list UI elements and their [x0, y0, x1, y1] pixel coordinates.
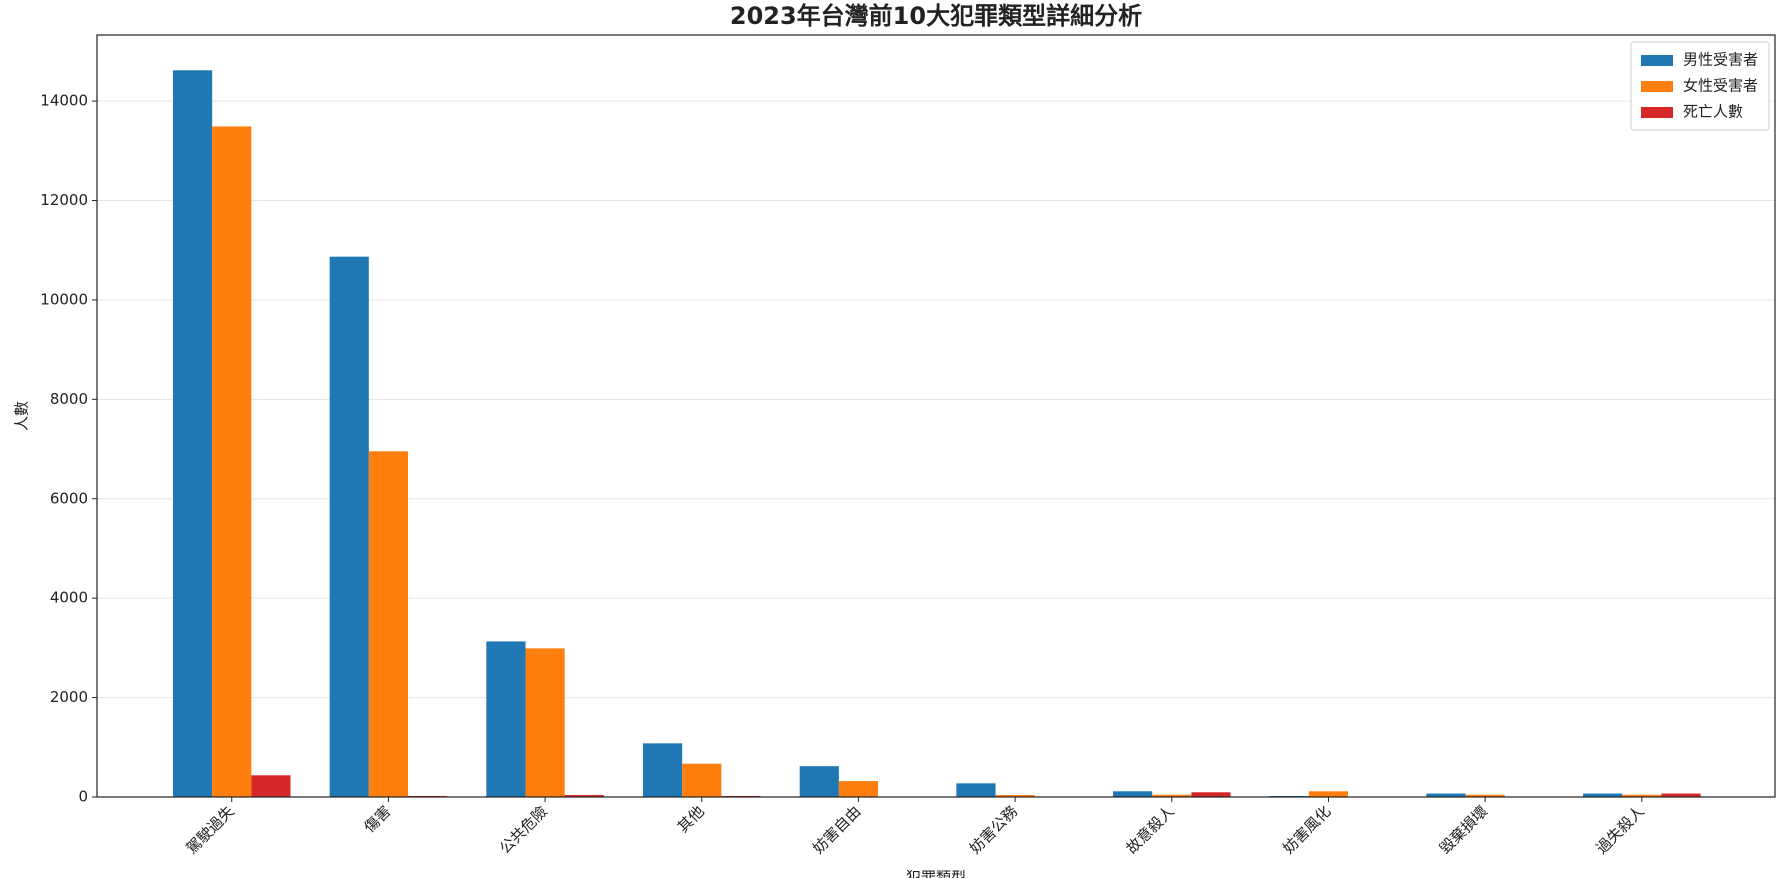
x-axis-label: 犯罪類型	[906, 869, 966, 878]
bar	[1191, 792, 1231, 797]
x-tick-label: 公共危險	[496, 802, 551, 857]
bar	[1622, 794, 1662, 797]
x-tick-label: 傷害	[360, 802, 394, 836]
bar	[172, 70, 213, 798]
plot-frame	[96, 34, 1776, 798]
y-tick-label: 12000	[40, 191, 88, 209]
legend-label: 死亡人數	[1683, 103, 1743, 121]
bar	[643, 743, 683, 797]
x-tick-label: 故意殺人	[1123, 802, 1178, 857]
legend-swatch	[1641, 107, 1673, 118]
legend-label: 男性受害者	[1683, 51, 1758, 69]
x-tick-label: 妨害自由	[809, 802, 864, 857]
bar	[329, 256, 369, 797]
x-tick-label: 毀棄損壞	[1436, 802, 1491, 857]
bar	[682, 763, 722, 797]
chart-title: 2023年台灣前10大犯罪類型詳細分析	[730, 2, 1142, 30]
bar	[799, 766, 839, 797]
y-tick-label: 0	[78, 788, 88, 806]
bar	[1113, 791, 1153, 797]
y-tick-label: 8000	[50, 390, 88, 408]
bar	[1426, 793, 1466, 797]
y-tick-label: 4000	[50, 589, 88, 607]
legend-swatch	[1641, 55, 1673, 66]
y-axis-label: 人數	[13, 401, 31, 431]
x-tick-label: 妨害風化	[1279, 802, 1334, 857]
bar	[1308, 791, 1349, 797]
bar	[486, 641, 526, 797]
bar	[995, 795, 1035, 797]
y-tick-label: 2000	[50, 688, 88, 706]
bar	[838, 781, 879, 797]
bar	[251, 775, 291, 797]
y-tick-label: 6000	[50, 489, 88, 507]
y-tick-label: 14000	[40, 92, 88, 110]
bar	[212, 126, 252, 797]
legend-label: 女性受害者	[1683, 77, 1758, 95]
x-tick-label: 妨害公務	[966, 802, 1021, 857]
x-tick-label: 駕駛過失	[183, 802, 238, 857]
bar	[1465, 794, 1505, 797]
bar	[956, 783, 996, 797]
bar	[1152, 794, 1192, 797]
bar	[1583, 793, 1623, 797]
bar	[1661, 793, 1701, 797]
bar	[525, 648, 565, 797]
legend-swatch	[1641, 81, 1673, 92]
y-tick-label: 10000	[40, 290, 88, 308]
bar	[564, 795, 604, 797]
x-tick-label: 過失殺人	[1593, 802, 1648, 857]
bar	[368, 451, 409, 797]
x-tick-label: 其他	[674, 802, 708, 836]
